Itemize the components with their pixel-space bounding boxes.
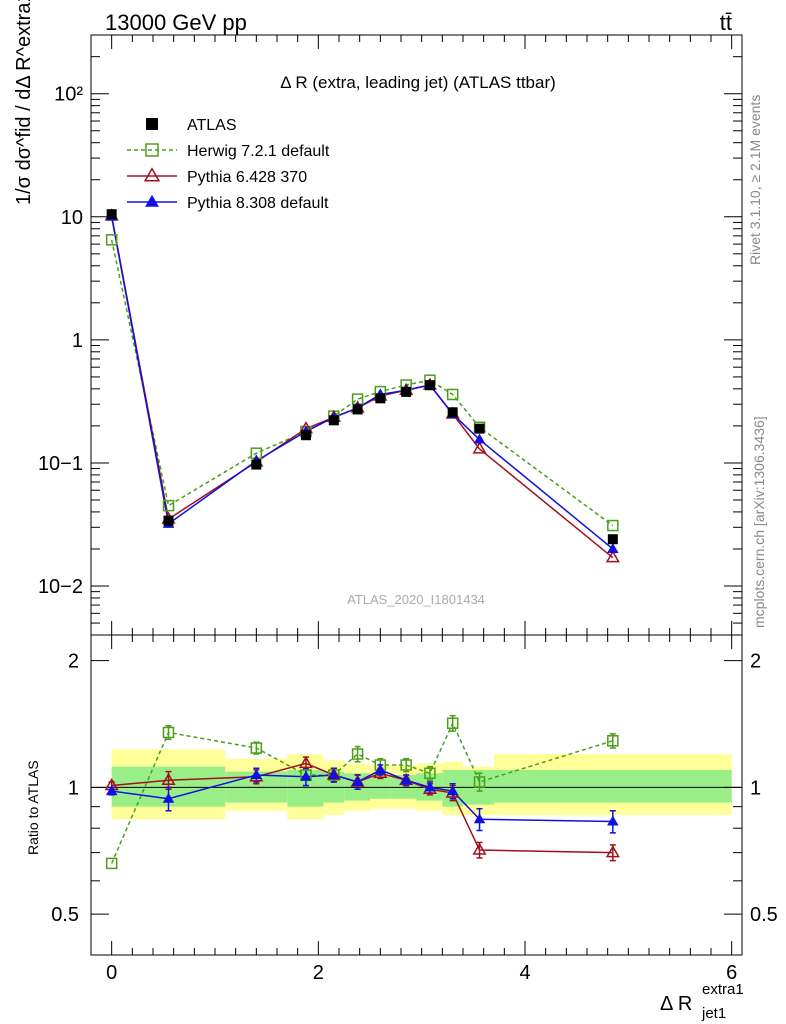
point-ratio-herwig-7-2-1-default [607, 735, 619, 747]
point-main-pythia-8-308-default [607, 542, 619, 553]
legend-marker-pythia-8-308-default [145, 194, 159, 207]
axis-ticks [90, 34, 742, 956]
line-ratio-pythia-6-428-370 [111, 762, 613, 854]
y-tick-label-ratio: 1 [68, 777, 79, 799]
y-axis-label-ratio: Ratio to ATLAS [25, 760, 41, 855]
point-ratio-pythia-6-428-370 [605, 845, 620, 858]
legend-label-pythia-8-308-default: Pythia 8.308 default [187, 195, 329, 212]
point-ratio-herwig-7-2-1-default [162, 726, 175, 739]
point-main-herwig-7-2-1-default [446, 388, 459, 401]
legend-label-herwig-7-2-1-default: Herwig 7.2.1 default [187, 143, 330, 160]
point-main-atlas [328, 415, 339, 426]
legend-marker-herwig-7-2-1-default [145, 143, 159, 157]
x-tick-label: 6 [726, 962, 737, 984]
point-ratio-herwig-7-2-1-default [400, 759, 412, 771]
point-main-herwig-7-2-1-default [162, 499, 175, 512]
x-tick-label: 2 [313, 962, 324, 984]
point-main-atlas [352, 404, 363, 415]
point-main-herwig-7-2-1-default [105, 234, 118, 246]
line-main-herwig-7-2-1-default [110, 239, 614, 527]
legend-marker-atlas [146, 118, 158, 130]
mcplots-label: mcplots.cern.ch [arXiv:1306.3436] [751, 416, 767, 628]
point-main-atlas [474, 423, 485, 434]
plot-title: Δ R (extra, leading jet) (ATLAS ttbar) [280, 73, 556, 92]
point-main-atlas [401, 386, 412, 397]
y-tick-label-main: 10 [61, 207, 83, 229]
line-main-pythia-6-428-370 [110, 215, 614, 559]
y-tick-label-main: 10−1 [38, 453, 83, 475]
legend-label-pythia-6-428-370: Pythia 6.428 370 [187, 169, 307, 186]
point-main-pythia-8-308-default [473, 433, 486, 444]
y-axis-label-main-text: 1/σ dσ^fid / dΔ R^extra1_jet1 [13, 0, 35, 205]
point-ratio-pythia-8-308-default [250, 768, 263, 779]
ratio-band-stat [370, 774, 391, 799]
point-main-atlas [375, 393, 386, 404]
point-ratio-herwig-7-2-1-default [250, 742, 263, 754]
legend-marker-pythia-6-428-370 [143, 167, 161, 182]
point-ratio-pythia-6-428-370 [298, 755, 313, 769]
point-ratio-pythia-8-308-default [473, 813, 486, 824]
ratio-plot-frame [90, 634, 743, 956]
point-main-atlas [300, 430, 311, 441]
point-ratio-herwig-7-2-1-default [473, 776, 486, 788]
point-ratio-pythia-8-308-default [400, 774, 412, 785]
y-tick-label-ratio: 0.5 [51, 904, 79, 926]
y-tick-label-ratio-right: 0.5 [750, 904, 778, 926]
point-ratio-pythia-8-308-default [607, 815, 619, 826]
line-main-pythia-8-308-default [110, 216, 614, 550]
point-ratio-pythia-8-308-default [374, 763, 387, 774]
y-tick-label-main: 1 [72, 330, 83, 352]
energy-label: 13000 GeV pp [105, 10, 247, 35]
point-main-atlas [251, 459, 262, 470]
point-main-pythia-6-428-370 [605, 550, 620, 563]
point-main-atlas [447, 407, 458, 418]
point-main-atlas [106, 209, 117, 220]
point-main-herwig-7-2-1-default [607, 519, 619, 532]
point-main-atlas [163, 515, 174, 526]
point-ratio-pythia-8-308-default [162, 792, 175, 803]
y-tick-label-ratio-right: 1 [750, 777, 761, 799]
point-ratio-herwig-7-2-1-default [424, 767, 436, 780]
series-markers [104, 208, 620, 870]
y-tick-label-ratio: 2 [68, 651, 79, 673]
y-tick-label-main: 10² [54, 84, 83, 106]
axis-tick-labels: 0 2 4 6 10−2 10−1 1 10 10² 0.5 0.5 1 1 2 2 [38, 84, 778, 984]
ratio-band-stat [494, 769, 732, 803]
x-tick-label: 0 [106, 962, 117, 984]
point-ratio-herwig-7-2-1-default [351, 748, 364, 760]
point-ratio-herwig-7-2-1-default [446, 717, 459, 729]
process-label: tt̄ [720, 10, 732, 35]
point-ratio-pythia-8-308-default [351, 775, 364, 786]
y-tick-label-ratio-right: 2 [750, 651, 761, 673]
line-ratio-herwig-7-2-1-default [110, 721, 614, 864]
point-ratio-pythia-6-428-370 [161, 772, 176, 785]
rivet-label: Rivet 3.1.10, ≥ 2.1M events [747, 95, 763, 265]
y-tick-label-main: 10−2 [38, 576, 83, 598]
legend: ATLAS Herwig 7.2.1 default Pythia 6.428 37… [127, 117, 330, 212]
x-axis-label-main: Δ R [660, 993, 692, 1015]
x-tick-label: 4 [519, 962, 530, 984]
point-ratio-pythia-6-428-370 [472, 842, 487, 855]
x-axis-label-sub: jet1 [701, 1005, 726, 1022]
point-main-atlas [607, 534, 618, 545]
point-main-pythia-6-428-370 [472, 441, 487, 454]
point-ratio-herwig-7-2-1-default [105, 857, 118, 870]
point-ratio-pythia-8-308-default [105, 785, 118, 796]
y-axis-label-main: 1/σ dσ^fid / dΔ R^extra1_jet1 [13, 0, 35, 205]
point-ratio-pythia-8-308-default [446, 785, 459, 796]
legend-label-atlas: ATLAS [187, 117, 237, 134]
point-ratio-pythia-8-308-default [300, 770, 312, 781]
point-main-atlas [424, 380, 435, 391]
x-axis-label-sup: extra1 [702, 981, 744, 998]
x-axis-label: Δ R extra1 jet1 [660, 981, 744, 1022]
point-ratio-pythia-8-308-default [328, 768, 340, 779]
analysis-watermark: ATLAS_2020_I1801434 [347, 592, 485, 607]
point-ratio-pythia-8-308-default [424, 781, 436, 792]
